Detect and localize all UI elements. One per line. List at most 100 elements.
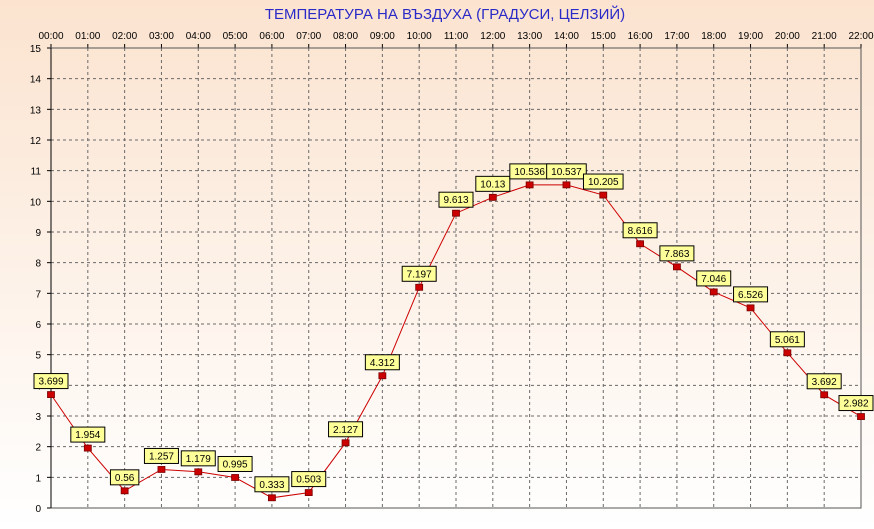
data-point: [83, 444, 92, 452]
data-label-box: [838, 395, 874, 412]
data-label-box: [217, 455, 253, 472]
data-labels: 3.699 1.954 0.56 1.257 1.179 0.995 0.333 0.503 2…: [33, 163, 874, 493]
y-tick-label: 15: [30, 44, 42, 55]
x-tick-label: 07:00: [296, 31, 321, 42]
data-label-box: [109, 469, 140, 486]
data-label: 4.312: [370, 358, 395, 369]
data-point: [746, 304, 755, 312]
y-tick-label: 13: [30, 105, 42, 116]
data-point: [378, 372, 387, 380]
axes: 012345678910111213141500:0001:0002:0003:…: [30, 31, 874, 515]
data-label-box: [438, 191, 474, 208]
x-tick-label: 05:00: [223, 31, 248, 42]
y-tick-label: 8: [35, 259, 41, 270]
data-label: 1.954: [75, 430, 100, 441]
y-tick-label: 6: [35, 320, 41, 331]
data-label: 7.197: [407, 269, 432, 280]
data-point: [857, 413, 865, 420]
data-label-box: [659, 245, 695, 262]
x-tick-label: 10:00: [407, 31, 432, 42]
x-tick-label: 22:00: [848, 31, 873, 42]
y-tick-label: 2: [35, 443, 41, 454]
data-point: [194, 468, 203, 476]
data-point: [304, 489, 313, 496]
data-point: [525, 181, 534, 189]
data-point: [599, 191, 608, 199]
data-label: 10.536: [514, 167, 545, 178]
data-label: 6.526: [738, 290, 763, 301]
y-tick-label: 14: [30, 75, 42, 86]
data-point: [231, 474, 239, 481]
x-tick-label: 14:00: [554, 31, 579, 42]
data-point: [157, 466, 166, 473]
data-label: 2.982: [843, 399, 868, 410]
y-tick-label: 5: [35, 351, 41, 362]
data-label-box: [33, 373, 69, 390]
data-point: [415, 283, 424, 291]
x-tick-label: 01:00: [75, 31, 100, 42]
data-label-box: [401, 265, 437, 282]
x-tick-label: 09:00: [370, 31, 395, 42]
data-point: [341, 439, 350, 447]
data-point: [673, 263, 681, 271]
data-point: [120, 487, 129, 495]
x-tick-label: 03:00: [149, 31, 174, 42]
data-point: [783, 349, 792, 357]
y-tick-label: 12: [30, 136, 42, 147]
data-label: 5.061: [775, 335, 800, 346]
y-tick-label: 10: [30, 197, 42, 208]
data-label: 7.046: [701, 274, 726, 285]
x-tick-label: 06:00: [259, 31, 284, 42]
y-tick-label: 7: [35, 289, 41, 300]
data-point: [709, 288, 718, 296]
data-point: [820, 391, 829, 399]
data-label-box: [546, 163, 587, 180]
x-tick-label: 12:00: [480, 31, 505, 42]
data-point: [452, 209, 460, 217]
data-label: 7.863: [664, 249, 689, 260]
data-label: 3.692: [812, 377, 837, 388]
data-label-box: [475, 175, 511, 192]
data-point: [47, 391, 55, 398]
data-label-box: [733, 286, 769, 303]
x-tick-label: 19:00: [738, 31, 763, 42]
x-tick-label: 00:00: [38, 31, 63, 42]
data-label: 8.616: [628, 226, 653, 237]
data-label-box: [254, 476, 290, 493]
y-tick-label: 3: [35, 412, 41, 423]
x-tick-label: 11:00: [444, 31, 469, 42]
data-point: [488, 193, 497, 201]
data-label-box: [696, 270, 732, 287]
chart-title: ТЕМПЕРАТУРА НА ВЪЗДУХА (ГРАДУСИ, ЦЕЛЗИЙ): [265, 5, 625, 23]
x-tick-label: 18:00: [701, 31, 726, 42]
x-tick-label: 21:00: [812, 31, 837, 42]
y-tick-label: 11: [31, 167, 42, 178]
data-label: 10.205: [588, 177, 619, 188]
data-label: 0.56: [115, 473, 135, 484]
series-markers: [47, 181, 865, 502]
y-tick-label: 9: [35, 228, 41, 239]
grid: [51, 48, 861, 508]
data-label-box: [806, 373, 842, 390]
data-label-box: [180, 450, 216, 467]
x-tick-label: 15:00: [591, 31, 616, 42]
data-label-box: [582, 173, 624, 190]
data-label: 0.995: [223, 459, 248, 470]
data-point: [562, 181, 571, 189]
data-label: 3.699: [38, 377, 63, 388]
data-label-box: [143, 447, 179, 464]
x-tick-label: 02:00: [112, 31, 137, 42]
x-tick-label: 16:00: [628, 31, 653, 42]
data-label: 0.503: [296, 475, 321, 486]
data-label: 0.333: [259, 480, 284, 491]
data-label-box: [364, 354, 400, 371]
data-label-box: [70, 426, 106, 443]
x-tick-label: 13:00: [517, 31, 542, 42]
data-point: [268, 494, 276, 502]
data-label-box: [291, 471, 327, 488]
data-label: 2.127: [333, 425, 358, 436]
x-tick-label: 04:00: [186, 31, 211, 42]
